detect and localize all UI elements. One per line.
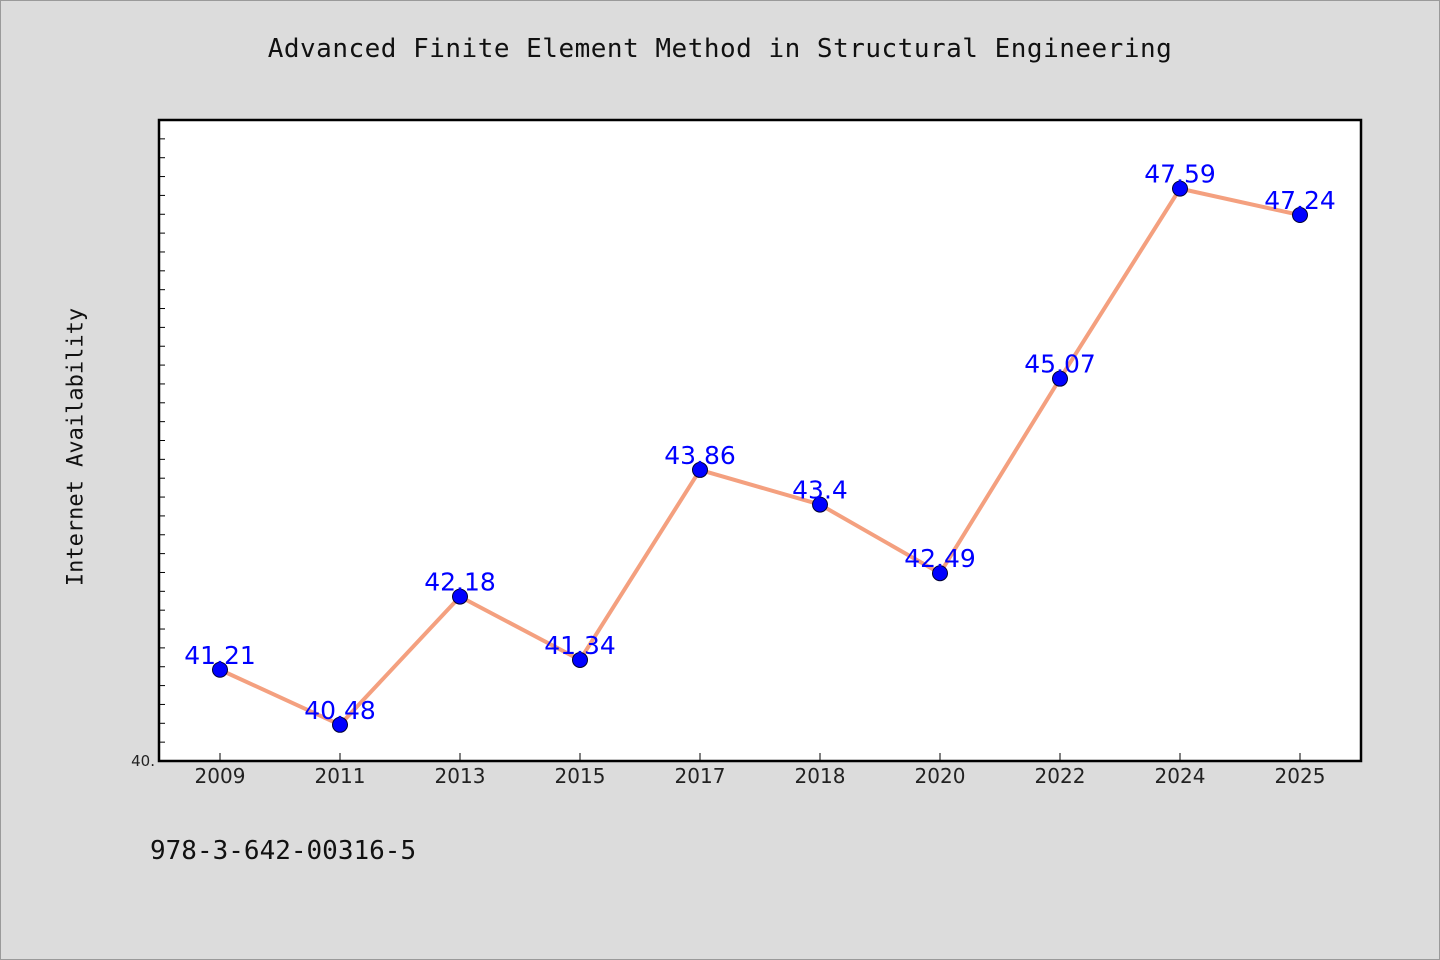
x-tick-label: 2020 (915, 764, 966, 788)
x-tick-label: 2022 (1035, 764, 1086, 788)
data-point (572, 651, 588, 668)
data-label: 40.48 (304, 696, 376, 725)
data-label: 47.24 (1264, 186, 1336, 215)
data-point (932, 565, 948, 582)
x-tick-label: 2013 (435, 764, 486, 788)
data-label: 43.4 (792, 476, 848, 505)
data-point (452, 588, 468, 605)
data-point (1292, 207, 1308, 224)
footer-isbn: 978-3-642-00316-5 (150, 836, 417, 866)
data-point (812, 496, 828, 513)
x-tick-label: 2017 (675, 764, 726, 788)
chart-title: Advanced Finite Element Method in Struct… (267, 34, 1173, 64)
data-label: 43.86 (664, 441, 736, 470)
data-point (692, 461, 708, 478)
data-label: 45.07 (1024, 350, 1096, 379)
x-tick-label: 2024 (1155, 764, 1206, 788)
data-point (1172, 180, 1188, 197)
data-point (1052, 370, 1068, 387)
x-tick-label: 2009 (195, 764, 246, 788)
plot-frame (157, 118, 1363, 763)
plot-area (159, 120, 1361, 761)
data-point (212, 661, 228, 678)
series-line (219, 186, 1301, 727)
data-label: 47.59 (1144, 160, 1216, 189)
y-tick-label: 40. (131, 752, 155, 770)
x-tick-label: 2015 (555, 764, 606, 788)
x-tick-label: 2018 (795, 764, 846, 788)
x-tick-label: 2025 (1275, 764, 1326, 788)
data-label: 41.21 (184, 641, 256, 670)
data-point (332, 716, 348, 733)
data-label: 42.18 (424, 568, 496, 597)
data-label: 42.49 (904, 544, 976, 573)
data-label: 41.34 (544, 631, 616, 660)
x-tick-label: 2011 (315, 764, 366, 788)
